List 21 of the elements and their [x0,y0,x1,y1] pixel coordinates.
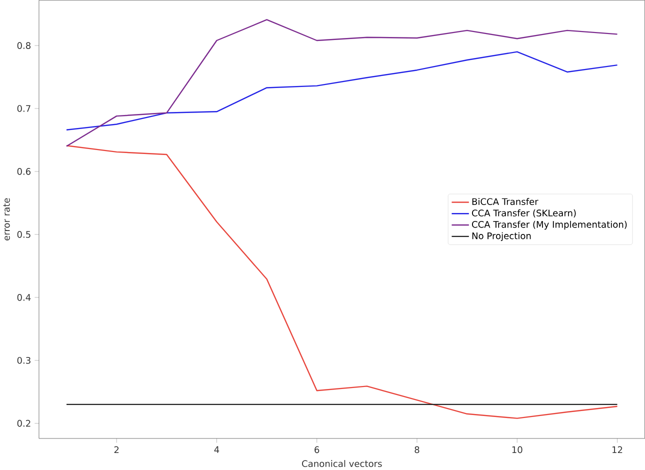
legend-label: CCA Transfer (SKLearn) [472,209,576,218]
y-tick-label: 0.3 [17,356,30,364]
y-tick-label: 0.5 [17,230,30,238]
line-series [66,18,618,147]
x-tick-label: 8 [414,446,420,453]
x-tick-label: 2 [114,446,119,453]
line-series [66,51,618,130]
y-axis-title: error rate [3,198,10,240]
x-tick-label: 10 [512,446,522,453]
y-tick-label: 0.8 [17,42,31,49]
x-axis-title: Canonical vectors [302,460,382,467]
y-tick-label: 0.7 [17,104,30,112]
legend-label: CCA Transfer (My Implementation) [472,220,627,230]
x-tick-label: 6 [314,446,320,453]
y-tick-label: 0.2 [17,420,30,427]
legend-label: BiCCA Transfer [472,198,538,205]
legend-label: No Projection [472,232,531,241]
x-tick-label: 4 [214,446,220,453]
x-tick-label: 12 [612,446,622,453]
y-tick-label: 0.6 [17,168,31,175]
y-tick-label: 0.4 [17,294,31,301]
